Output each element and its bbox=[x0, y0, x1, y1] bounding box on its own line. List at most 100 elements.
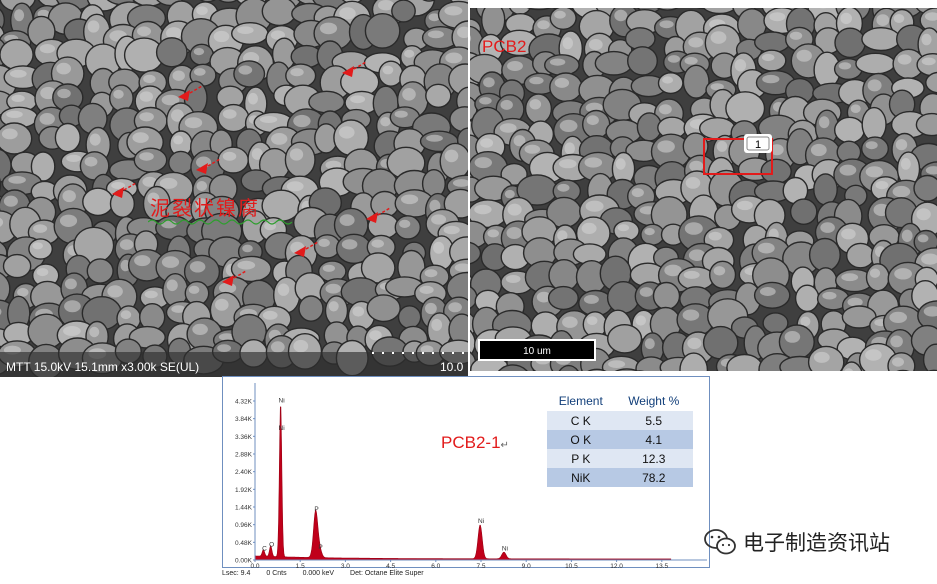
sem-grain-highlight bbox=[319, 22, 338, 35]
sem-grain bbox=[285, 63, 317, 88]
sem-grain bbox=[808, 237, 841, 272]
table-row: C K 5.5 bbox=[547, 411, 693, 430]
x-tick-label: 0.0 bbox=[250, 563, 259, 569]
sem-grain bbox=[915, 112, 937, 137]
red-arrow-marker bbox=[112, 187, 124, 198]
sem-grain-highlight bbox=[507, 203, 522, 216]
sem-grain-highlight bbox=[222, 109, 237, 119]
y-tick-label: 1.92K bbox=[235, 487, 253, 494]
spot-label: 1 bbox=[755, 139, 761, 151]
red-arrow-marker bbox=[342, 66, 354, 77]
sem-grain-highlight bbox=[844, 368, 853, 371]
sem-grain-highlight bbox=[513, 135, 526, 147]
eds-spectrum-chart: 4.32K 3.84K 3.36K 2.88K 2.40K 1.92K 1.44K 0.96K… bbox=[235, 383, 707, 569]
weight-cell: 78.2 bbox=[614, 468, 693, 487]
sample-label-text: PCB2-1 bbox=[441, 433, 501, 452]
sem-grain bbox=[614, 368, 639, 371]
peak-label: C bbox=[262, 545, 267, 552]
sem-grain-highlight bbox=[865, 166, 884, 178]
sem-grain-highlight bbox=[487, 229, 499, 238]
sem-grain-highlight bbox=[644, 228, 655, 236]
sem-grain-highlight bbox=[586, 115, 599, 126]
sem-grain-highlight bbox=[270, 30, 285, 40]
sem-grain-highlight bbox=[562, 316, 578, 328]
sem-grain bbox=[397, 305, 422, 330]
wechat-icon bbox=[704, 529, 736, 555]
sem-grain bbox=[422, 0, 436, 2]
sem-grain bbox=[753, 281, 791, 309]
sem-grain bbox=[834, 27, 866, 59]
y-tick-label: 0.00K bbox=[235, 558, 253, 565]
sem-grain-highlight bbox=[716, 140, 728, 152]
sem-grain-highlight bbox=[504, 189, 515, 199]
sem-grain-highlight bbox=[564, 142, 575, 155]
sem-grain bbox=[834, 116, 866, 144]
sem-grain bbox=[652, 281, 681, 311]
spot-label-box bbox=[744, 134, 772, 153]
sem-grain-highlight bbox=[213, 30, 230, 43]
sem-grain-highlight bbox=[925, 12, 937, 21]
sem-grain-highlight bbox=[562, 37, 573, 50]
scale-dots bbox=[372, 352, 464, 354]
sem-grain-highlight bbox=[536, 291, 551, 303]
sem-grain bbox=[0, 8, 5, 32]
sem-grain-highlight bbox=[277, 283, 290, 296]
sem-grain bbox=[861, 136, 890, 161]
scale-bar bbox=[480, 341, 594, 359]
sem-grain-highlight bbox=[901, 229, 913, 242]
sem-grain-highlight bbox=[470, 35, 472, 42]
sem-grain-highlight bbox=[237, 26, 254, 34]
sem-grain-highlight bbox=[585, 200, 604, 212]
sem-grain-highlight bbox=[667, 55, 680, 63]
red-arrow-marker bbox=[366, 212, 378, 223]
red-arrow-marker bbox=[196, 163, 208, 174]
sem-grain-highlight bbox=[639, 287, 653, 297]
y-tick-label: 3.84K bbox=[235, 416, 253, 423]
sem-grain-highlight bbox=[32, 242, 43, 250]
sem-grain-highlight bbox=[584, 157, 603, 168]
sem-grain-highlight bbox=[0, 308, 2, 316]
sem-grain bbox=[549, 8, 577, 30]
sem-grain bbox=[709, 260, 737, 289]
sem-grain bbox=[470, 8, 471, 11]
sem-grain bbox=[922, 343, 937, 371]
sem-grain bbox=[378, 60, 404, 87]
red-arrow-tail bbox=[189, 85, 203, 94]
sem-grain-highlight bbox=[925, 166, 937, 175]
y-tick-label: 1.44K bbox=[235, 505, 253, 512]
red-arrow-marker bbox=[222, 275, 234, 286]
sem-grain-highlight bbox=[689, 160, 704, 172]
sem-grain-highlight bbox=[39, 44, 56, 54]
sem-grain-highlight bbox=[111, 182, 125, 189]
red-arrow-tail bbox=[305, 241, 319, 250]
sem-grain bbox=[547, 285, 579, 311]
sem-grain-highlight bbox=[325, 160, 342, 170]
sem-grain-highlight bbox=[371, 239, 385, 248]
sem-grain-highlight bbox=[865, 349, 882, 361]
sem-grain bbox=[679, 352, 709, 371]
composition-table: Element Weight % C K 5.5 O K 4.1 P K 12.… bbox=[547, 391, 693, 487]
sem-grain-highlight bbox=[325, 283, 342, 294]
red-arrow-tail bbox=[123, 182, 137, 191]
sem-grain-highlight bbox=[581, 222, 597, 234]
weight-cell: 5.5 bbox=[614, 411, 693, 430]
sem-grain-highlight bbox=[839, 164, 857, 176]
sem-grain-highlight bbox=[557, 230, 568, 241]
sem-grain-highlight bbox=[401, 194, 419, 205]
watermark-text: 电子制造资讯站 bbox=[743, 531, 890, 555]
x-tick-label: 13.5 bbox=[655, 563, 668, 569]
sem-grain bbox=[626, 46, 658, 76]
table-row: O K 4.1 bbox=[547, 430, 693, 449]
sem-grain-highlight bbox=[664, 264, 682, 277]
sem-grain bbox=[470, 241, 482, 265]
sem-grain bbox=[391, 0, 416, 23]
header-weight: Weight % bbox=[628, 394, 680, 408]
sem-grain-highlight bbox=[876, 14, 890, 26]
eds-spectrum-panel: 4.32K 3.84K 3.36K 2.88K 2.40K 1.92K 1.44K 0.96K… bbox=[222, 376, 710, 569]
table-row: NiK 78.2 bbox=[547, 468, 693, 487]
sem-grain-highlight bbox=[184, 117, 203, 129]
watermark: 电子制造资讯站 bbox=[703, 526, 890, 558]
sem-grain bbox=[86, 258, 114, 284]
sem-grain bbox=[558, 364, 579, 371]
red-arrow-tail bbox=[353, 61, 367, 70]
